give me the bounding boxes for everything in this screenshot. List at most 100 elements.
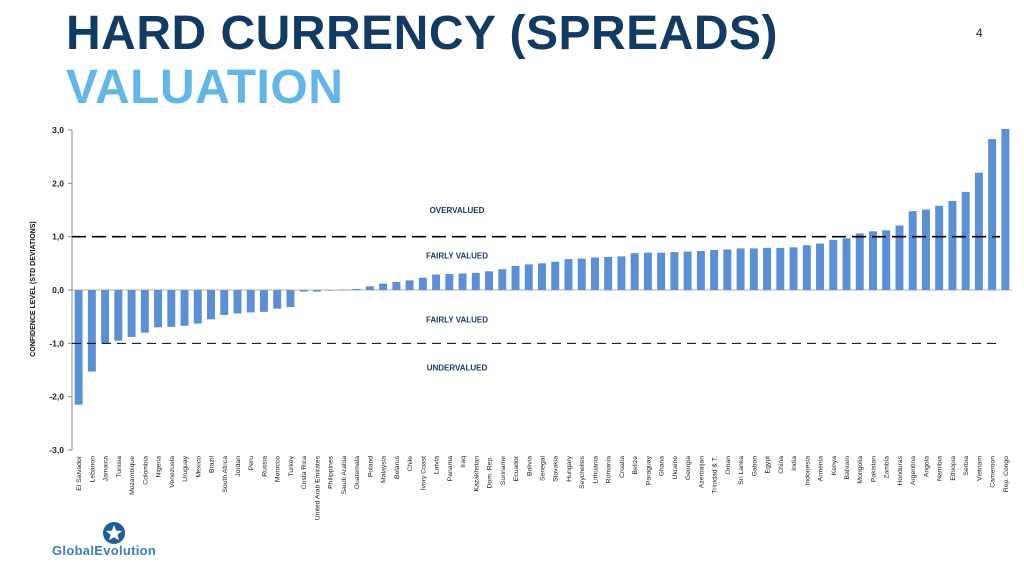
x-tick-label: Cameroon: [990, 456, 997, 488]
x-tick-label: Panama: [447, 456, 454, 482]
x-tick-label: Venezuela: [169, 456, 176, 488]
bar: [696, 251, 705, 290]
bar: [710, 250, 719, 290]
x-tick-label: Lebanon: [89, 456, 96, 483]
bar: [180, 290, 189, 326]
zone-label: FAIRLY VALUED: [426, 315, 488, 324]
x-tick-label: Colombia: [142, 456, 149, 485]
bar: [921, 209, 930, 290]
bar: [617, 256, 626, 290]
x-tick-label: Gabon: [751, 456, 758, 477]
x-tick-label: Angola: [923, 456, 930, 477]
x-tick-label: Turkey: [288, 455, 295, 476]
x-tick-label: Ukraine: [672, 456, 679, 480]
x-tick-label: Bolivia: [526, 456, 533, 476]
y-tick-label: 2,0: [52, 178, 64, 188]
y-tick-label: 3,0: [52, 125, 64, 135]
bar: [657, 252, 666, 290]
x-tick-label: Peru: [248, 456, 255, 471]
y-tick-label: 0,0: [52, 285, 64, 295]
x-tick-label: Suriname: [500, 456, 507, 485]
x-tick-label: India: [791, 456, 798, 471]
x-tick-label: Hungary: [566, 455, 573, 481]
x-tick-label: Malaysia: [381, 456, 388, 483]
x-tick-label: Russia: [261, 456, 268, 477]
zone-label: FAIRLY VALUED: [426, 251, 488, 260]
x-tick-label: Brazil: [209, 456, 216, 473]
bar: [273, 290, 282, 309]
bar: [140, 290, 149, 333]
bar: [723, 249, 732, 290]
x-tick-label: Jamaica: [103, 456, 110, 482]
bar: [643, 252, 652, 290]
x-tick-label: Iraq: [460, 456, 467, 468]
bar: [736, 248, 745, 290]
bar: [471, 272, 480, 290]
x-tick-label: Kenya: [831, 456, 838, 475]
bar: [326, 290, 335, 291]
bar: [246, 290, 255, 313]
x-tick-label: Philippines: [328, 455, 335, 488]
x-tick-label: Kazakhstan: [473, 456, 480, 492]
bar: [74, 290, 83, 405]
x-tick-label: Lithuania: [592, 456, 599, 484]
x-tick-label: Indonesia: [804, 456, 811, 486]
bar: [908, 211, 917, 290]
x-tick-label: Serbia: [963, 456, 970, 476]
y-tick-label: -2,0: [49, 392, 64, 402]
bar: [564, 259, 573, 290]
bar: [392, 282, 401, 290]
x-tick-label: Oman: [725, 456, 732, 475]
bar: [207, 290, 215, 320]
x-tick-label: Nigeria: [156, 456, 163, 478]
bar: [974, 172, 983, 290]
bar: [749, 248, 758, 290]
x-tick-label: Chile: [407, 456, 414, 472]
bar: [233, 290, 242, 314]
zone-label: UNDERVALUED: [427, 363, 488, 372]
x-tick-label: Rep. Congo: [1003, 456, 1010, 492]
bar: [895, 225, 904, 290]
bar: [604, 256, 613, 290]
x-tick-label: Armenia: [818, 456, 825, 482]
y-axis-label: CONFIDENCE LEVEL (STD DEVIATIONS): [30, 221, 37, 356]
x-tick-label: South Africa: [222, 456, 229, 493]
bar: [154, 290, 163, 328]
bar: [312, 290, 321, 292]
x-tick-label: Guatemala: [354, 456, 361, 489]
bar: [590, 257, 599, 290]
page-number: 4: [976, 26, 983, 40]
bar: [1001, 128, 1010, 290]
x-tick-label: Egypt: [765, 456, 772, 473]
bar: [842, 238, 851, 290]
valuation-bar-chart: 3,0 2,0 1,0 0,0 -1,0 -2,0 -3,0 OVERVALUED FAIRL…: [30, 125, 1012, 520]
x-tick-label: Pakistan: [870, 456, 877, 482]
bar: [286, 290, 295, 308]
x-tick-label: Romania: [606, 456, 613, 483]
bar: [458, 273, 467, 290]
x-tick-label: Croatia: [619, 456, 626, 478]
x-tick-label: El Salvador: [76, 455, 83, 490]
x-tick-label: Ethiopia: [950, 456, 957, 481]
bar: [167, 290, 176, 327]
logo-text: GlobalEvolution: [52, 543, 157, 558]
y-tick-label: 1,0: [52, 232, 64, 242]
bar: [193, 290, 202, 324]
star-logo-icon: [103, 522, 125, 544]
x-tick-label: Jordan: [235, 456, 242, 477]
x-tick-label: Namibia: [937, 456, 944, 481]
x-tick-label: Belarus: [394, 455, 401, 479]
x-tick-label: Latvia: [434, 456, 441, 474]
x-tick-label: Ivory Coast: [420, 456, 427, 490]
x-tick-label: Mongolia: [857, 456, 864, 484]
bar: [869, 231, 877, 290]
x-tick-label: Tunisia: [116, 456, 123, 478]
x-tick-label: Costa Rica: [301, 456, 308, 489]
bar: [763, 247, 772, 290]
bar: [855, 233, 864, 290]
x-tick-label: Morocco: [275, 456, 282, 482]
bar: [352, 288, 361, 290]
bar: [432, 274, 441, 290]
bar: [551, 261, 560, 290]
x-tick-label: Slovakia: [553, 456, 560, 482]
